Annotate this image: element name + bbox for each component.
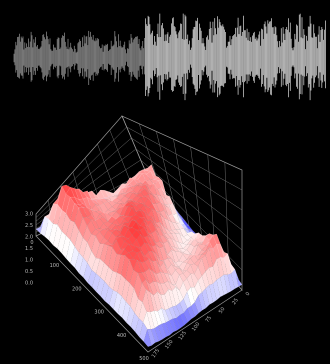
z-tick-label: 3.0: [25, 212, 33, 218]
surface-cell: [198, 291, 206, 311]
x-tick-label: 100: [50, 263, 60, 269]
grid-line: [140, 159, 243, 251]
surface-cell: [194, 295, 203, 314]
surface-cell: [234, 269, 243, 288]
y-tick-label: 25: [231, 297, 240, 306]
y-tick-label: 125: [178, 330, 188, 341]
surface-cell: [212, 279, 221, 301]
z-tick-label: 2.5: [25, 223, 33, 229]
y-tick-label: 50: [218, 306, 227, 315]
x-tick-label: 0: [30, 240, 33, 246]
z-tick-label: 1.0: [25, 258, 33, 264]
z-tick-label: 0.0: [25, 281, 33, 287]
grid-line: [35, 126, 127, 218]
surface-cell: [231, 268, 239, 290]
surface-cell: [183, 308, 192, 323]
z-tick-label: 2.0: [25, 235, 33, 241]
grid-line: [131, 137, 243, 211]
y-tick-label: 75: [204, 315, 213, 324]
surface-mesh: [35, 164, 243, 347]
grid-line: [135, 148, 243, 231]
x-tick-label: 400: [117, 333, 127, 339]
x-tick-label: 200: [72, 286, 82, 292]
y-tick-label: 150: [164, 339, 174, 350]
surface-cell: [143, 328, 152, 347]
surface-cell: [176, 314, 185, 329]
surface-axes-front: [35, 235, 243, 353]
y-tick-label: 175: [151, 348, 161, 359]
grid-line: [126, 126, 243, 191]
surface-cell: [205, 284, 214, 305]
surface-tick-labels: 0.0 0.5 1.0 1.5 2.0 2.5 3.0 0 100 200 300 400 500 0 25…: [25, 212, 251, 363]
x-tick-label: 500: [139, 356, 149, 362]
surface-cell: [209, 283, 217, 303]
surface-cell: [172, 317, 181, 331]
surface-cell: [187, 305, 196, 320]
surface-cell: [223, 274, 232, 294]
z-tick-label: 0.5: [25, 269, 33, 275]
surface-cell: [158, 323, 167, 340]
surface-cell: [154, 325, 163, 342]
surface-cell: [201, 288, 210, 309]
y-tick-label: 100: [191, 321, 201, 332]
y-tick-label: 0: [245, 291, 252, 297]
surface-cell: [147, 328, 156, 346]
waveform-plot: [13, 13, 326, 101]
surface-plot: 0.0 0.5 1.0 1.5 2.0 2.5 3.0 0 100 200 300 400 500 0 25…: [25, 115, 251, 363]
surface-cell: [150, 328, 159, 343]
floor-edge: [35, 235, 243, 353]
z-tick-label: 1.5: [25, 246, 33, 252]
x-tick-label: 300: [94, 310, 104, 316]
